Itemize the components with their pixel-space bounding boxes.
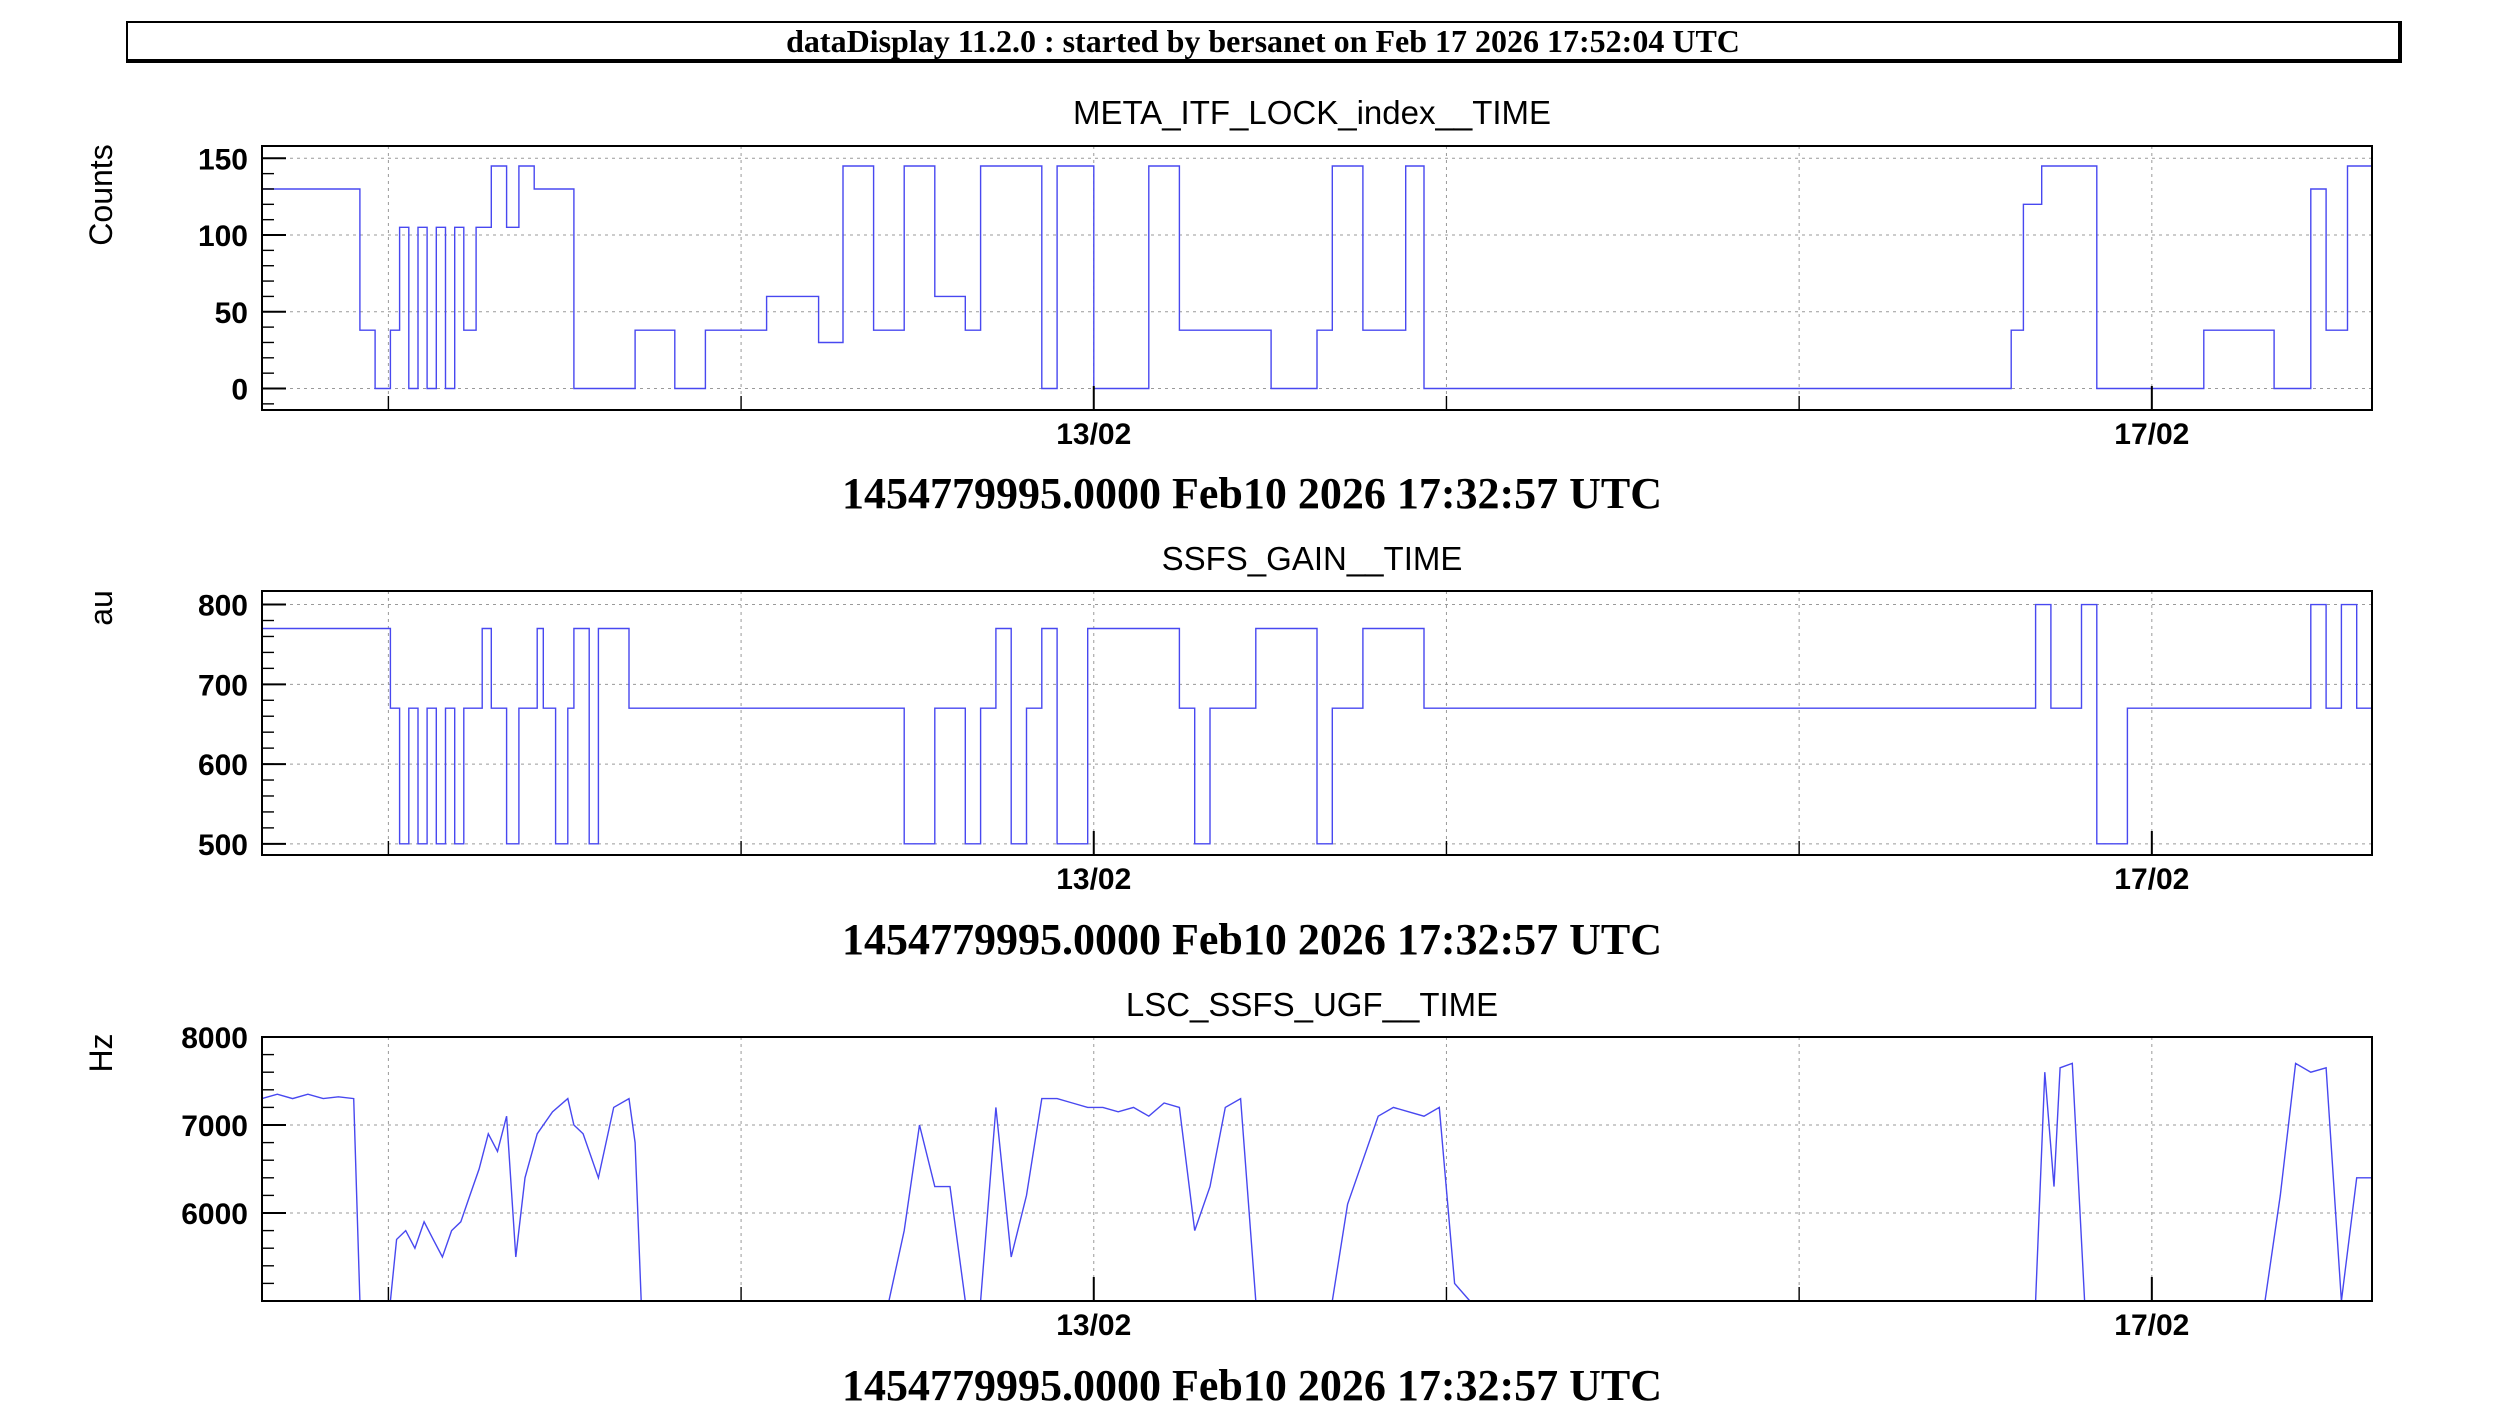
x-tick-label: 13/02 bbox=[1056, 1309, 1131, 1342]
x-tick-label: 17/02 bbox=[2114, 418, 2189, 451]
chart-title: META_ITF_LOCK_index__TIME bbox=[1073, 94, 1551, 131]
x-tick-label: 13/02 bbox=[1056, 418, 1131, 451]
y-tick-label: 6000 bbox=[181, 1198, 248, 1231]
chart-title: LSC_SSFS_UGF__TIME bbox=[1126, 986, 1498, 1023]
x-axis-label: 1454779995.0000 Feb10 2026 17:32:57 UTC bbox=[842, 915, 1662, 964]
panel-ssfs-ugf: LSC_SSFS_UGF__TIME Hz 1454779995.0000 Fe… bbox=[83, 986, 2373, 1410]
y-tick-label: 800 bbox=[198, 590, 248, 623]
series-line bbox=[262, 603, 2372, 845]
y-tick-label: 7000 bbox=[181, 1110, 248, 1143]
plot-frame bbox=[261, 145, 2373, 411]
x-axis-label: 1454779995.0000 Feb10 2026 17:32:57 UTC bbox=[842, 1361, 1662, 1410]
plot-frame bbox=[261, 1036, 2373, 1302]
y-axis-label: au bbox=[83, 590, 119, 626]
x-axis-label: 1454779995.0000 Feb10 2026 17:32:57 UTC bbox=[842, 469, 1662, 518]
chart-title: SSFS_GAIN__TIME bbox=[1162, 540, 1463, 577]
header-title: dataDisplay 11.2.0 : started by bersanet… bbox=[786, 22, 1740, 59]
y-tick-label: 0 bbox=[231, 374, 248, 407]
x-tick-label: 17/02 bbox=[2114, 1309, 2189, 1342]
y-axis-label: Counts bbox=[83, 144, 119, 245]
y-axis-label: Hz bbox=[83, 1033, 119, 1072]
y-tick-label: 700 bbox=[198, 669, 248, 702]
panel-ssfs-gain: SSFS_GAIN__TIME au 1454779995.0000 Feb10… bbox=[83, 540, 2373, 964]
series-line bbox=[261, 1062, 2372, 1302]
y-tick-label: 500 bbox=[198, 829, 248, 862]
y-tick-label: 600 bbox=[198, 749, 248, 782]
x-tick-label: 17/02 bbox=[2114, 863, 2189, 896]
y-tick-label: 8000 bbox=[181, 1022, 248, 1055]
window-title-bar: dataDisplay 11.2.0 : started by bersanet… bbox=[126, 21, 2402, 63]
y-tick-label: 150 bbox=[198, 143, 248, 176]
x-tick-label: 13/02 bbox=[1056, 863, 1131, 896]
plot-frame bbox=[261, 590, 2373, 856]
panel-lock-index: META_ITF_LOCK_index__TIME Counts 1454779… bbox=[83, 94, 2373, 518]
series-line bbox=[262, 165, 2372, 390]
y-tick-label: 100 bbox=[198, 220, 248, 253]
y-tick-label: 50 bbox=[215, 297, 248, 330]
